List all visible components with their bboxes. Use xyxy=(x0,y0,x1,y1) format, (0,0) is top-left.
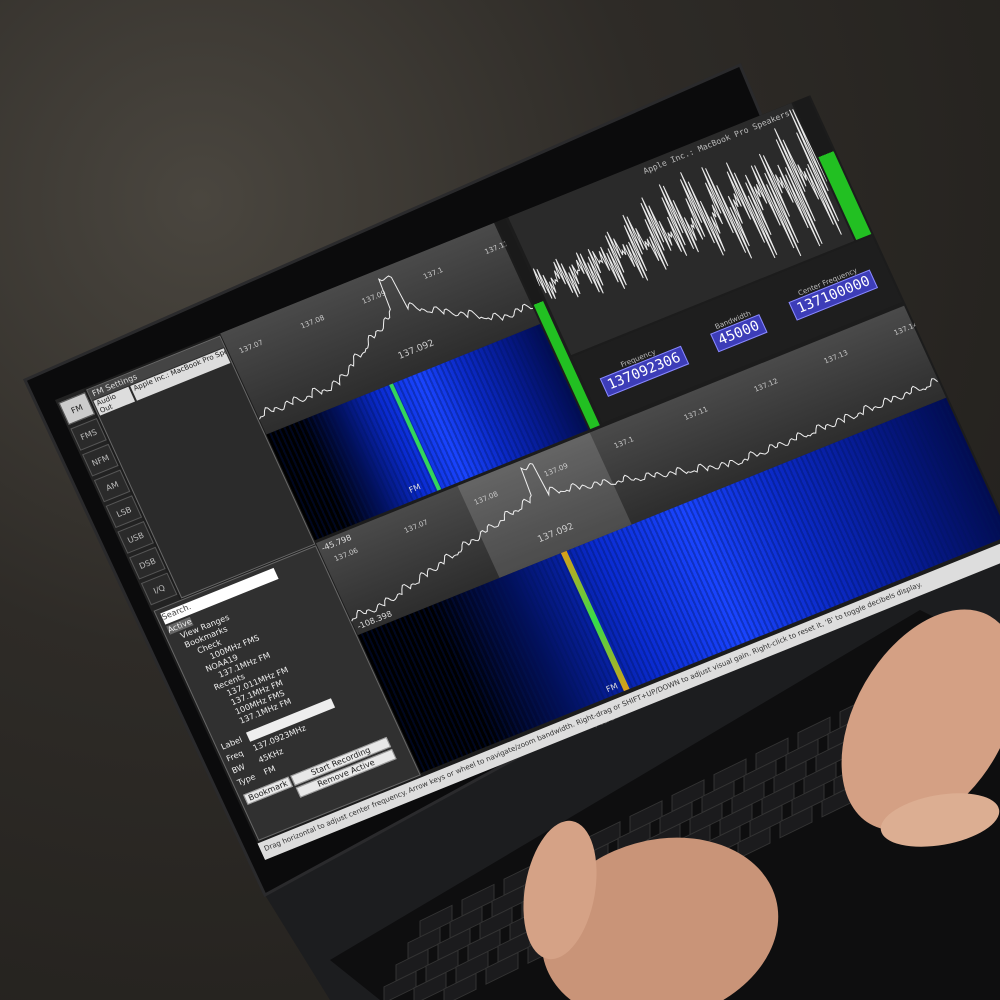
field-label: Type xyxy=(235,772,258,788)
small-spectrum: 137.07 137.08 137.09 137.1 137.11 137.092 xyxy=(220,222,541,435)
spectrum-trace xyxy=(351,378,938,622)
readout: Center Frequency 137100000 xyxy=(786,262,879,321)
spectrum-line xyxy=(351,378,938,622)
waveform-line xyxy=(532,109,842,300)
right-thumb xyxy=(880,793,1000,847)
main-spectrum: -45.798 -108.398 137.06 137.07 137.08 137.0… xyxy=(315,305,947,636)
signal-trace xyxy=(389,383,442,491)
spectrum-trace xyxy=(258,275,534,420)
key xyxy=(443,972,477,1000)
readout: Bandwidth 45000 xyxy=(707,307,768,353)
key xyxy=(737,826,771,860)
key xyxy=(383,970,417,1000)
waveform xyxy=(532,109,842,300)
key xyxy=(485,951,519,985)
screen: FM FMS NFM AM LSB USB DSB I/Q FM Settings Audio… xyxy=(55,95,1000,860)
readout: Frequency 137092306 xyxy=(596,339,689,397)
mode-label: FM xyxy=(407,482,423,495)
audio-scope: Apple Inc.: MacBook Pro Speakers xyxy=(508,102,855,356)
signal-trace xyxy=(560,550,630,692)
left-finger xyxy=(523,820,597,960)
mode-label: FM xyxy=(604,681,620,695)
key xyxy=(413,971,447,1000)
right-hand xyxy=(841,609,1000,831)
spectrum-line xyxy=(258,275,534,420)
key xyxy=(779,805,813,839)
left-hand xyxy=(541,837,779,1000)
field-label: BW xyxy=(230,762,247,776)
